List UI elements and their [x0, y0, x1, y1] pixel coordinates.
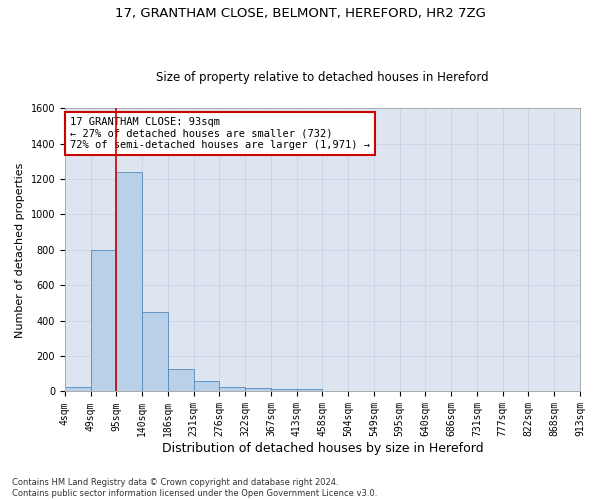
X-axis label: Distribution of detached houses by size in Hereford: Distribution of detached houses by size … [161, 442, 483, 455]
Title: Size of property relative to detached houses in Hereford: Size of property relative to detached ho… [156, 70, 489, 84]
Text: Contains HM Land Registry data © Crown copyright and database right 2024.
Contai: Contains HM Land Registry data © Crown c… [12, 478, 377, 498]
Bar [296, 389, 322, 392]
Bar [142, 312, 168, 392]
Bar [91, 250, 116, 392]
Bar [245, 388, 271, 392]
Bar [168, 370, 194, 392]
Text: 17 GRANTHAM CLOSE: 93sqm
← 27% of detached houses are smaller (732)
72% of semi-: 17 GRANTHAM CLOSE: 93sqm ← 27% of detach… [70, 117, 370, 150]
Bar [194, 381, 220, 392]
Text: 17, GRANTHAM CLOSE, BELMONT, HEREFORD, HR2 7ZG: 17, GRANTHAM CLOSE, BELMONT, HEREFORD, H… [115, 8, 485, 20]
Bar [271, 389, 296, 392]
Bar [220, 386, 245, 392]
Bar [116, 172, 142, 392]
Bar [65, 387, 91, 392]
Y-axis label: Number of detached properties: Number of detached properties [15, 162, 25, 338]
